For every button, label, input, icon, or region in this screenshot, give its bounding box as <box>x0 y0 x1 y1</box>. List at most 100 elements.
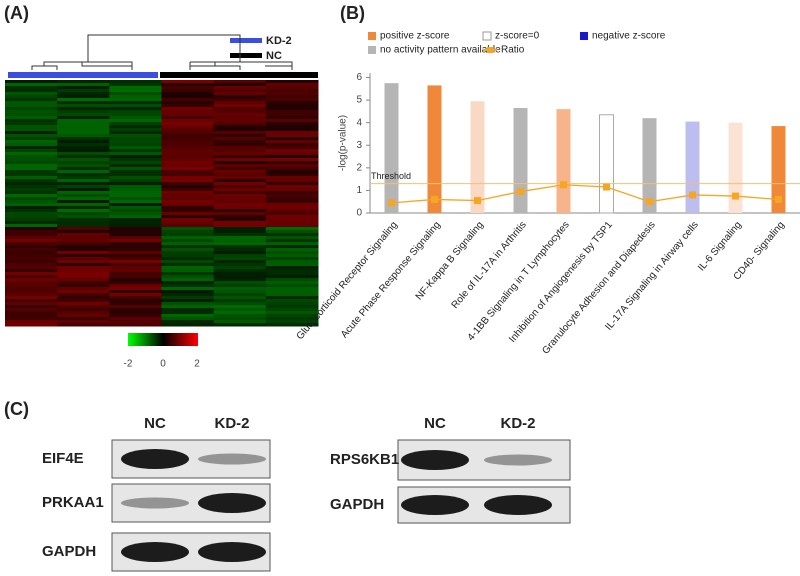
bar <box>642 118 657 213</box>
heatmap-cell <box>161 272 215 276</box>
heatmap-cell <box>161 215 215 219</box>
heatmap-cell <box>109 236 162 240</box>
heatmap-cell <box>161 260 215 264</box>
heatmap-cell <box>213 239 267 243</box>
heatmap-cell <box>213 188 267 192</box>
y-tick-label: 1 <box>356 185 362 196</box>
heatmap-cell <box>109 134 162 138</box>
heatmap-cell <box>109 113 162 117</box>
heatmap-cell <box>213 251 267 255</box>
heatmap-cell <box>5 101 58 105</box>
heatmap-cell <box>213 131 267 135</box>
heatmap-cell <box>5 302 58 306</box>
heatmap-cell <box>161 221 215 225</box>
heatmap-cell <box>161 206 215 210</box>
heatmap-cell <box>213 320 267 324</box>
heatmap-cell <box>57 314 110 318</box>
heatmap-cell <box>5 236 58 240</box>
blots: NC KD-2 EIF4E PRKAA1 GAPDH NC KD-2 RPS6KB1 GAPDH <box>42 415 571 572</box>
heatmap-cell <box>265 275 319 279</box>
legend-label: negative z-score <box>592 31 666 42</box>
heatmap-cell <box>161 263 215 267</box>
heatmap-cell <box>57 242 110 246</box>
heatmap-cell <box>161 239 215 243</box>
heatmap-cell <box>161 305 215 309</box>
heatmap-cell <box>57 191 110 195</box>
heatmap-cell <box>109 140 162 144</box>
heatmap-cell <box>57 125 110 129</box>
heatmap-cell <box>109 209 162 213</box>
heatmap-cell <box>5 284 58 288</box>
heatmap-cell <box>161 149 215 153</box>
heatmap-cell <box>57 98 110 102</box>
heatmap-cell <box>161 212 215 216</box>
heatmap-cell <box>5 218 58 222</box>
heatmap-cell <box>161 311 215 315</box>
heatmap-cell <box>213 218 267 222</box>
heatmap-cell <box>265 125 319 129</box>
heatmap-cell <box>265 287 319 291</box>
row-label: PRKAA1 <box>42 494 104 511</box>
heatmap-cell <box>265 269 319 273</box>
heatmap-cell <box>265 158 319 162</box>
heatmap-cell <box>57 218 110 222</box>
heatmap-cell <box>5 191 58 195</box>
legend-label: z-score=0 <box>495 31 540 42</box>
heatmap-cell <box>213 323 267 327</box>
heatmap-cell <box>161 182 215 186</box>
heatmap-cell <box>5 248 58 252</box>
heatmap-cell <box>57 179 110 183</box>
heatmap-cell <box>161 245 215 249</box>
heatmap-cell <box>161 83 215 87</box>
heatmap-cell <box>57 188 110 192</box>
heatmap-cell <box>109 218 162 222</box>
heatmap-cell <box>5 230 58 234</box>
heatmap-cell <box>161 251 215 255</box>
band <box>198 453 266 465</box>
lane-label: KD-2 <box>214 415 249 432</box>
heatmap-cell <box>57 281 110 285</box>
heatmap-cell <box>109 179 162 183</box>
heatmap-cell <box>5 104 58 108</box>
heatmap-cell <box>109 269 162 273</box>
heatmap-cell <box>213 233 267 237</box>
heatmap-cell <box>5 224 58 228</box>
x-tick-label: IL-17A Signaling in Airway cells <box>603 220 700 333</box>
heatmap-cell <box>109 233 162 237</box>
heatmap-cell <box>213 128 267 132</box>
heatmap-cell <box>213 206 267 210</box>
heatmap-cell <box>57 110 110 114</box>
heatmap-cell <box>57 167 110 171</box>
ratio-point <box>517 188 524 196</box>
heatmap-cell <box>109 80 162 84</box>
heatmap-cell <box>265 200 319 204</box>
heatmap-cell <box>109 182 162 186</box>
heatmap-cell <box>109 287 162 291</box>
heatmap-cell <box>161 125 215 129</box>
heatmap-cell <box>265 191 319 195</box>
heatmap-cell <box>161 107 215 111</box>
heatmap-cell <box>265 80 319 84</box>
heatmap-cell <box>213 242 267 246</box>
heatmap-cell <box>109 161 162 165</box>
heatmap-cell <box>213 254 267 258</box>
heatmap-cell <box>109 146 162 150</box>
heatmap-cell <box>109 152 162 156</box>
heatmap-cell <box>161 134 215 138</box>
heatmap-cell <box>213 287 267 291</box>
heatmap-cell <box>57 158 110 162</box>
heatmap-cell <box>109 224 162 228</box>
panel-label: (C) <box>4 399 29 419</box>
heatmap-cell <box>5 149 58 153</box>
heatmap-cell <box>57 146 110 150</box>
heatmap-cell <box>161 176 215 180</box>
heatmap-cell <box>213 143 267 147</box>
heatmap-cell <box>5 260 58 264</box>
heatmap-cell <box>213 257 267 261</box>
heatmap-cell <box>109 185 162 189</box>
heatmap-cell <box>161 110 215 114</box>
heatmap-cell <box>109 119 162 123</box>
heatmap-cell <box>109 206 162 210</box>
y-tick-label: 4 <box>356 117 362 128</box>
heatmap-cell <box>213 107 267 111</box>
